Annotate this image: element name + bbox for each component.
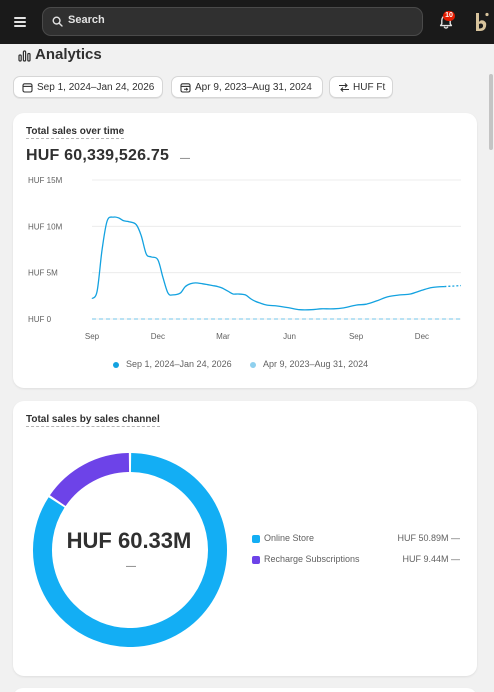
analytics-icon bbox=[18, 50, 31, 62]
recharge-swatch bbox=[252, 556, 260, 564]
legend-primary-label: Sep 1, 2024–Jan 24, 2026 bbox=[126, 359, 232, 369]
donut-center-change: — bbox=[126, 561, 136, 572]
x-tick-label: Dec bbox=[415, 332, 429, 341]
y-tick-label: HUF 0 bbox=[28, 315, 52, 324]
legend-comparison-dot bbox=[250, 362, 256, 368]
page-scrollbar[interactable] bbox=[488, 46, 494, 692]
legend-primary-dot bbox=[113, 362, 119, 368]
legend-comparison-label: Apr 9, 2023–Aug 31, 2024 bbox=[263, 359, 369, 369]
primary-series-line[interactable] bbox=[91, 216, 445, 311]
x-tick-label: Sep bbox=[349, 332, 364, 341]
channel-value: HUF 50.89M — bbox=[397, 533, 460, 543]
store-logo-icon[interactable] bbox=[470, 10, 492, 34]
search-bar[interactable]: Search bbox=[42, 7, 423, 36]
comparison-range-filter-button[interactable]: Apr 9, 2023–Aug 31, 2024 bbox=[171, 76, 323, 98]
scrollbar-thumb[interactable] bbox=[489, 74, 493, 150]
sales-over-time-card: Total sales over time HUF 60,339,526.75 … bbox=[13, 113, 477, 388]
donut-center-value: HUF 60.33M bbox=[66, 528, 192, 553]
channel-legend-row-recharge[interactable]: Recharge Subscriptions HUF 9.44M — bbox=[252, 554, 460, 566]
page-title-text: Analytics bbox=[35, 46, 102, 63]
calendar-icon bbox=[22, 83, 33, 93]
total-sales-value: HUF 60,339,526.75 bbox=[26, 147, 170, 164]
notification-count-badge: 10 bbox=[443, 11, 455, 21]
sales-line-chart[interactable]: HUF 15M HUF 10M HUF 5M HUF 0 Sep Dec Mar Jun Sep… bbox=[13, 113, 477, 345]
channel-legend-row-online-store[interactable]: Online Store HUF 50.89M — bbox=[252, 533, 460, 545]
x-tick-label: Mar bbox=[216, 332, 230, 341]
online-store-swatch bbox=[252, 535, 260, 543]
primary-series-projection bbox=[444, 284, 462, 288]
y-tick-label: HUF 10M bbox=[28, 222, 63, 231]
donut-slice-online-store[interactable] bbox=[33, 453, 227, 647]
x-tick-label: Jun bbox=[283, 332, 296, 341]
sales-channel-donut-chart[interactable] bbox=[13, 433, 245, 665]
top-bar: Search 10 bbox=[0, 0, 494, 44]
y-tick-label: HUF 15M bbox=[28, 176, 63, 185]
channel-label: Online Store bbox=[264, 533, 315, 543]
channel-label: Recharge Subscriptions bbox=[264, 554, 360, 564]
channel-value: HUF 9.44M — bbox=[402, 554, 460, 564]
sales-over-time-title[interactable]: Total sales over time bbox=[26, 126, 125, 139]
currency-label: HUF Ft bbox=[353, 82, 386, 93]
date-range-filter-button[interactable]: Sep 1, 2024–Jan 24, 2026 bbox=[13, 76, 163, 98]
hamburger-menu-icon[interactable] bbox=[10, 12, 30, 32]
total-sales-change: — bbox=[180, 153, 190, 164]
comparison-range-label: Apr 9, 2023–Aug 31, 2024 bbox=[195, 82, 312, 93]
currency-exchange-icon bbox=[339, 83, 349, 92]
currency-filter-button[interactable]: HUF Ft bbox=[329, 76, 393, 98]
sales-by-channel-title[interactable]: Total sales by sales channel bbox=[26, 414, 160, 427]
search-placeholder: Search bbox=[68, 14, 105, 26]
x-tick-label: Sep bbox=[85, 332, 100, 341]
search-icon bbox=[52, 16, 63, 27]
calendar-compare-icon bbox=[180, 83, 191, 93]
date-range-label: Sep 1, 2024–Jan 24, 2026 bbox=[37, 82, 155, 93]
next-report-card bbox=[13, 688, 477, 692]
sales-by-channel-card: Total sales by sales channel HUF 60.33M … bbox=[13, 401, 477, 676]
y-tick-label: HUF 5M bbox=[28, 269, 58, 278]
donut-slice-recharge-subscriptions[interactable] bbox=[49, 453, 130, 507]
x-tick-label: Dec bbox=[151, 332, 165, 341]
